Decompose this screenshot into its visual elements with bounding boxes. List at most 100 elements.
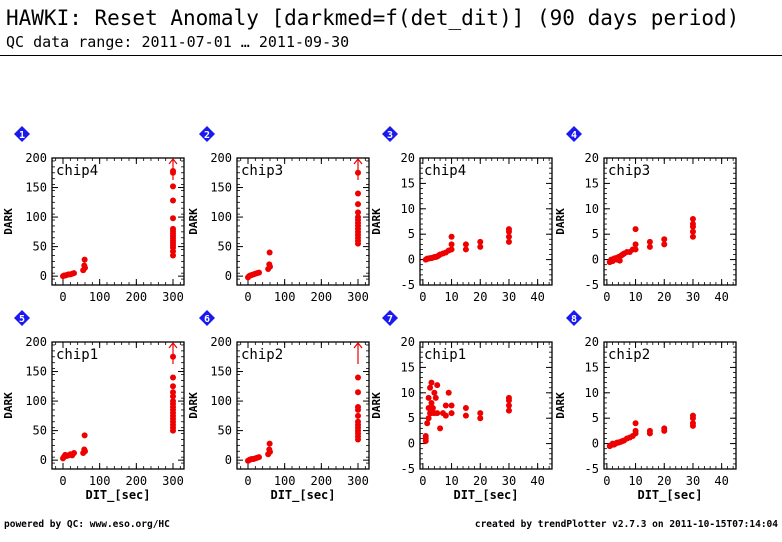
x-tick-label: 0: [59, 290, 66, 304]
data-point: [477, 243, 484, 250]
data-point: [81, 446, 88, 453]
data-point: [689, 221, 696, 228]
y-axis-label: DARK: [370, 392, 383, 419]
data-point: [425, 415, 432, 422]
data-point: [355, 389, 361, 396]
data-point: [462, 246, 469, 253]
data-point: [429, 405, 436, 412]
data-point: [170, 167, 176, 174]
data-point: [355, 418, 361, 425]
x-tick-label: 0: [603, 474, 610, 488]
data-point: [425, 405, 432, 412]
y-tick-label: 20: [401, 335, 415, 349]
y-tick-label: 150: [210, 181, 232, 195]
panel-badge-number: 5: [19, 314, 25, 325]
y-tick-label: 50: [218, 240, 232, 254]
page-title: HAWKI: Reset Anomaly [darkmed=f(det_dit)…: [6, 6, 740, 30]
data-point: [445, 389, 452, 396]
y-tick-label: 100: [210, 210, 232, 224]
data-point: [462, 241, 469, 248]
x-tick-label: 40: [714, 290, 728, 304]
y-tick-label: 10: [401, 386, 415, 400]
data-point: [632, 226, 639, 233]
chip-label: chip2: [608, 347, 650, 363]
data-point: [170, 398, 176, 405]
data-point: [632, 246, 639, 253]
x-tick-label: 40: [530, 290, 544, 304]
page-subtitle: QC data range: 2011-07-01 … 2011-09-30: [6, 33, 350, 51]
y-axis-label: DARK: [2, 208, 15, 235]
y-tick-label: 100: [25, 210, 47, 224]
y-tick-label: 200: [25, 151, 47, 165]
data-point: [355, 412, 361, 419]
y-tick-label: 100: [210, 394, 232, 408]
data-point: [170, 197, 176, 204]
data-point: [170, 183, 176, 190]
y-tick-label: -5: [401, 462, 415, 476]
y-tick-label: 15: [401, 360, 415, 374]
panel-badge-icon: [14, 310, 30, 326]
x-tick-label: 300: [162, 290, 184, 304]
data-point: [170, 252, 176, 259]
offscale-arrowhead: [168, 342, 178, 349]
data-point: [425, 394, 432, 401]
data-point: [355, 169, 361, 176]
x-tick-label: 30: [502, 290, 516, 304]
chart-panel-6: 6 chip2 0 50 100 150 200 0 100 200 300 DARK DIT_[sec…: [187, 310, 370, 503]
chip-label: chip1: [56, 347, 98, 363]
data-point: [661, 241, 668, 248]
data-point: [442, 412, 449, 419]
data-point: [646, 238, 653, 245]
plot-frame: [236, 341, 370, 470]
y-tick-label: 0: [408, 253, 415, 267]
x-tick-label: 200: [125, 474, 147, 488]
y-tick-label: 0: [225, 269, 232, 283]
x-tick-label: 300: [347, 474, 369, 488]
data-point: [448, 402, 455, 409]
data-point: [448, 241, 455, 248]
data-point: [689, 412, 696, 419]
panel-badge-number: 4: [571, 130, 577, 141]
data-point: [81, 262, 88, 269]
y-tick-label: 20: [585, 151, 599, 165]
data-point: [505, 233, 512, 240]
data-point: [632, 420, 639, 427]
data-point: [422, 432, 429, 439]
data-point: [689, 228, 696, 235]
y-tick-label: 15: [585, 176, 599, 190]
y-tick-label: -5: [585, 462, 599, 476]
chip-label: chip4: [424, 163, 466, 179]
x-tick-label: 10: [628, 474, 642, 488]
y-tick-label: 15: [401, 176, 415, 190]
y-tick-label: 200: [25, 335, 47, 349]
x-tick-label: 100: [274, 474, 296, 488]
data-point: [434, 410, 441, 417]
data-point: [355, 374, 361, 381]
y-axis-label: DARK: [2, 392, 15, 419]
data-point: [505, 394, 512, 401]
x-tick-label: 200: [125, 290, 147, 304]
x-tick-label: 200: [310, 290, 332, 304]
data-point: [256, 454, 262, 461]
y-tick-label: 10: [401, 202, 415, 216]
y-tick-label: 0: [225, 453, 232, 467]
data-point: [505, 226, 512, 233]
y-tick-label: 0: [40, 453, 47, 467]
x-tick-label: 300: [162, 474, 184, 488]
x-tick-label: 0: [419, 474, 426, 488]
data-point: [170, 383, 176, 390]
x-tick-label: 100: [89, 290, 111, 304]
panel-badge-icon: [382, 126, 398, 142]
data-point: [477, 415, 484, 422]
data-point: [442, 402, 449, 409]
x-tick-label: 30: [502, 474, 516, 488]
data-point: [71, 450, 77, 457]
chart-panel-2: 2 chip3 0 50 100 150 200 0 100 200 300 DARK: [187, 126, 370, 304]
y-tick-label: 150: [25, 365, 47, 379]
panel-badge-icon: [199, 126, 215, 142]
chip-label: chip1: [424, 347, 466, 363]
data-point: [689, 420, 696, 427]
data-point: [462, 405, 469, 412]
header-divider: [0, 55, 782, 56]
x-tick-label: 20: [473, 474, 487, 488]
